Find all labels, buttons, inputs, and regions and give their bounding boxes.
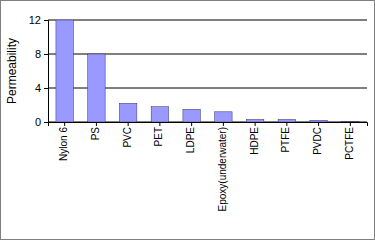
bar	[342, 121, 359, 122]
y-tick: 8	[35, 48, 48, 60]
x-tick-mark	[128, 122, 129, 126]
x-tick: PET	[153, 122, 164, 146]
chart: 0 4 8 12 Nylon 6 PS PVC PET LDPE Epoxy(underwater…	[0, 0, 375, 240]
x-tick-label: PET	[153, 127, 164, 146]
x-tick: Nylon 6	[58, 122, 69, 161]
x-tick-mark	[223, 122, 224, 126]
x-tick: HDPE	[249, 122, 260, 155]
x-tick-label: Epoxy(underwater)	[217, 127, 228, 211]
y-axis-title: Permeability	[5, 38, 19, 104]
x-tick-label: PCTFE	[344, 127, 355, 160]
x-tick-mark	[64, 122, 65, 126]
x-tick: LDPE	[185, 122, 196, 153]
x-tick-mark	[286, 122, 287, 126]
x-tick-mark	[96, 122, 97, 126]
plot: 0 4 8 12 Nylon 6 PS PVC PET LDPE Epoxy(underwater…	[29, 14, 368, 211]
bar	[278, 119, 295, 122]
x-tick-label: HDPE	[249, 127, 260, 155]
x-tick: Epoxy(underwater)	[217, 122, 228, 211]
y-tick-mark	[44, 20, 48, 21]
y-tick-label: 0	[35, 116, 41, 128]
y-tick: 12	[29, 14, 48, 26]
y-tick: 4	[35, 82, 48, 94]
x-tick: PCTFE	[344, 122, 355, 160]
y-tick-mark	[44, 88, 48, 89]
y-tick: 0	[35, 116, 48, 128]
x-tick: PVDC	[312, 122, 323, 155]
x-tick-mark	[191, 122, 192, 126]
x-tick-label: PTFE	[280, 127, 291, 153]
y-tick-label: 4	[35, 82, 41, 94]
bar	[88, 54, 105, 122]
y-tick-mark	[44, 54, 48, 55]
y-tick-label: 8	[35, 48, 41, 60]
x-tick-label: LDPE	[185, 127, 196, 153]
y-tick-mark	[44, 122, 48, 123]
x-axis: Nylon 6 PS PVC PET LDPE Epoxy(underwater) HDPE…	[49, 122, 368, 211]
y-tick-label: 12	[29, 14, 41, 26]
bar	[215, 112, 232, 122]
x-tick: PVC	[122, 122, 133, 148]
x-tick-label: Nylon 6	[58, 127, 69, 161]
x-tick: PTFE	[280, 122, 291, 153]
chart-border	[1, 1, 375, 240]
bar	[246, 119, 263, 122]
bars	[56, 20, 359, 122]
y-axis-line	[44, 21, 49, 123]
x-axis-line	[49, 123, 368, 127]
bar	[183, 109, 200, 122]
x-tick-mark	[159, 122, 160, 126]
bar	[119, 103, 136, 122]
y-axis: 0 4 8 12	[29, 14, 49, 128]
x-tick-label: PVDC	[312, 127, 323, 155]
x-tick-mark	[350, 122, 351, 126]
x-tick: PS	[90, 122, 101, 140]
grid	[48, 20, 367, 122]
x-tick-label: PVC	[122, 127, 133, 148]
x-tick-label: PS	[90, 127, 101, 141]
x-tick-mark	[255, 122, 256, 126]
bar	[310, 120, 327, 122]
grid-line	[48, 20, 367, 21]
x-tick-mark	[318, 122, 319, 126]
bar	[151, 107, 168, 122]
bar	[56, 20, 73, 122]
